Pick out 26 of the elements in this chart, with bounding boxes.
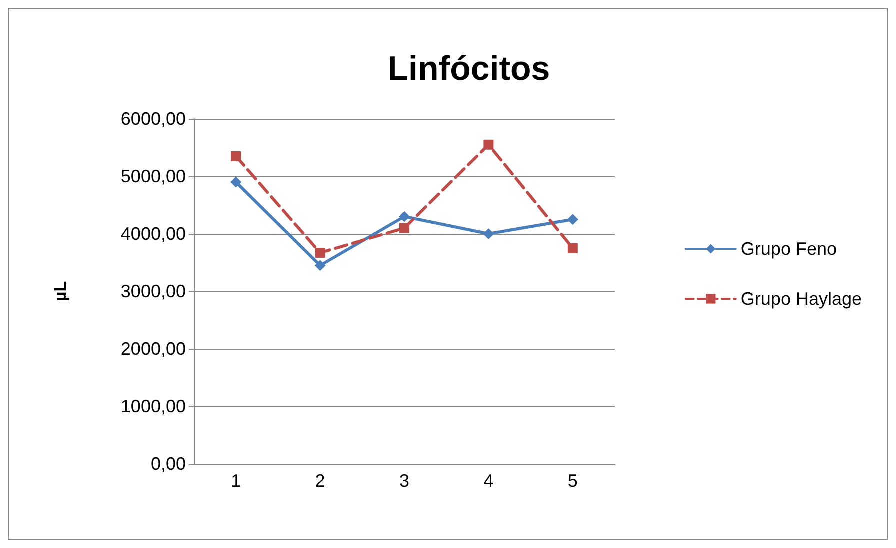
chart-title: Linfócitos <box>388 50 550 88</box>
x-tick-label: 1 <box>231 471 242 491</box>
legend-label: Grupo Haylage <box>740 289 862 309</box>
point <box>400 223 410 234</box>
x-tick-label: 3 <box>399 471 410 491</box>
point <box>399 211 410 222</box>
y-tick-label: 4000,00 <box>120 224 186 244</box>
point <box>315 248 326 258</box>
x-tick-label: 5 <box>568 471 578 491</box>
point <box>484 140 494 150</box>
point <box>231 151 242 162</box>
y-tick-label: 3000,00 <box>120 282 186 302</box>
y-tick-label: 1000,00 <box>120 396 186 416</box>
point <box>567 214 578 226</box>
x-tick-label: 4 <box>484 471 494 491</box>
y-tick-label: 0,00 <box>150 454 186 474</box>
y-tick-label: 2000,00 <box>120 339 186 359</box>
y-tick-label: 6000,00 <box>120 109 186 129</box>
point <box>483 228 494 240</box>
point <box>314 260 326 272</box>
legend-label: Grupo Feno <box>740 239 837 259</box>
point <box>230 176 242 188</box>
point <box>568 243 578 254</box>
y-axis-title: µL <box>51 281 70 302</box>
x-tick-label: 2 <box>315 471 326 491</box>
y-tick-label: 5000,00 <box>120 166 186 186</box>
